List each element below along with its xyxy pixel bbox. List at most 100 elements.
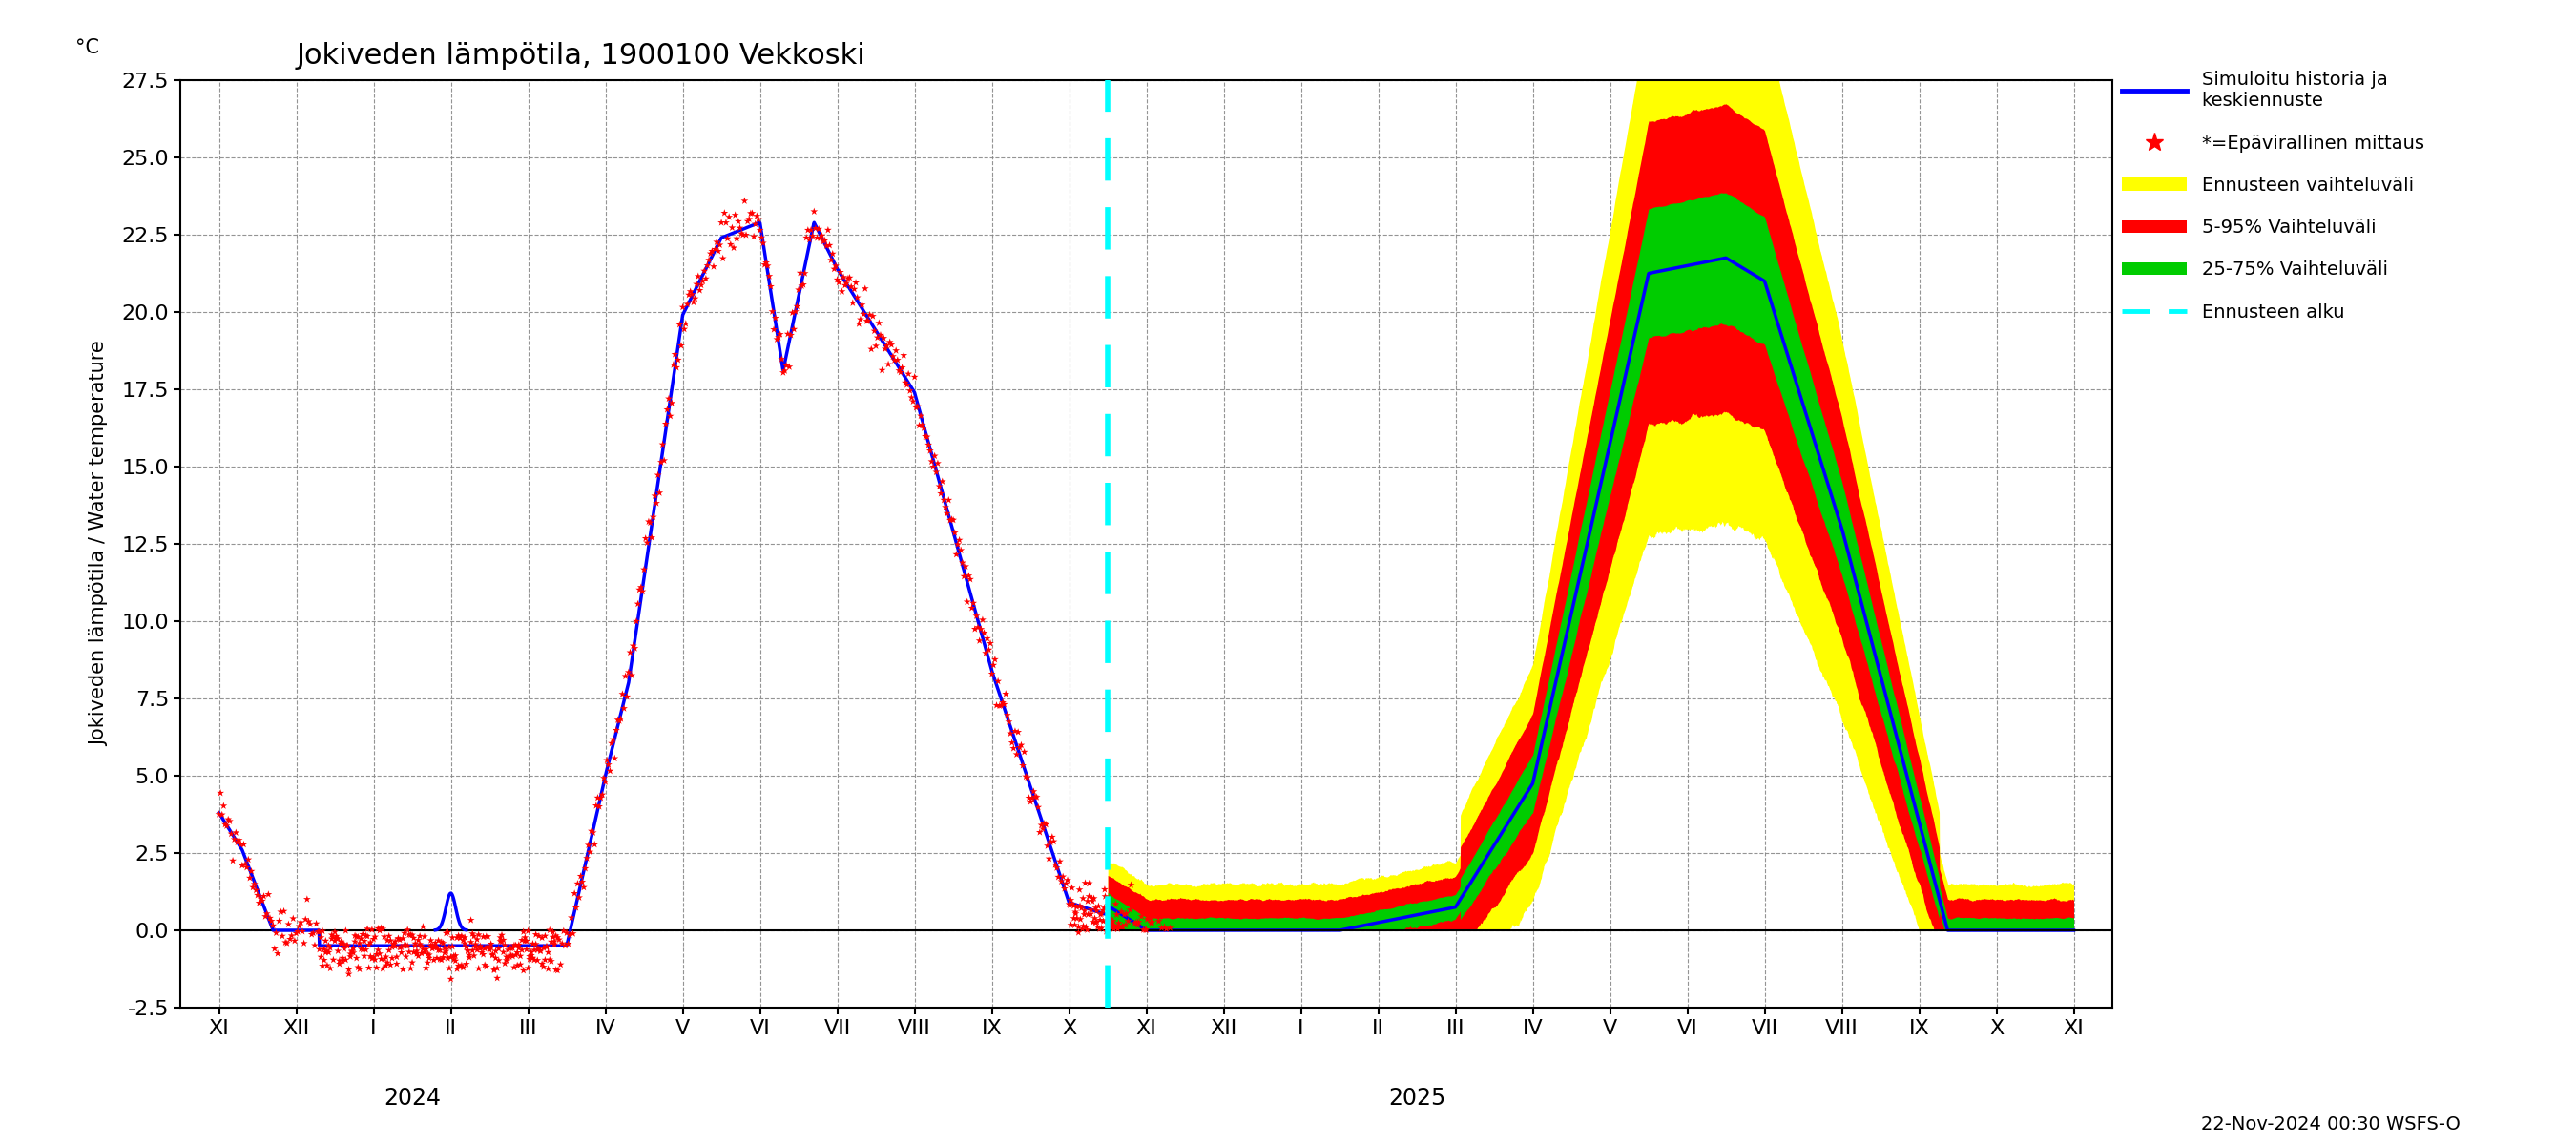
Point bbox=[397, 942, 438, 961]
Point bbox=[1123, 919, 1164, 938]
Point bbox=[590, 761, 631, 780]
Point bbox=[327, 937, 368, 955]
Point bbox=[1048, 895, 1090, 914]
Point bbox=[814, 260, 855, 278]
Point bbox=[505, 932, 546, 950]
Point bbox=[992, 734, 1033, 752]
Point bbox=[1030, 834, 1072, 852]
Point bbox=[466, 927, 507, 946]
Point bbox=[680, 276, 721, 294]
Point bbox=[518, 951, 559, 970]
Point bbox=[466, 957, 507, 976]
Point bbox=[389, 925, 430, 943]
Point bbox=[605, 687, 647, 705]
Point bbox=[608, 663, 649, 681]
Point bbox=[1051, 891, 1092, 909]
Point bbox=[1020, 816, 1061, 835]
Point bbox=[1074, 890, 1115, 908]
Point bbox=[958, 632, 999, 650]
Point bbox=[1110, 901, 1151, 919]
Point bbox=[451, 933, 492, 951]
Point bbox=[250, 911, 291, 930]
Point bbox=[381, 938, 422, 956]
Point bbox=[247, 905, 289, 923]
Point bbox=[404, 943, 446, 962]
Point bbox=[984, 685, 1025, 703]
Point bbox=[446, 955, 487, 973]
Point bbox=[505, 932, 546, 950]
Point bbox=[984, 695, 1025, 713]
Point bbox=[487, 951, 528, 970]
Point bbox=[471, 939, 513, 957]
Point bbox=[636, 466, 677, 484]
Point bbox=[371, 931, 412, 949]
Point bbox=[402, 940, 443, 958]
Point bbox=[1082, 898, 1123, 916]
Text: 2025: 2025 bbox=[1388, 1087, 1445, 1110]
Point bbox=[1066, 918, 1108, 937]
Point bbox=[1059, 923, 1100, 941]
Point bbox=[544, 937, 585, 955]
Point bbox=[495, 937, 536, 955]
Point bbox=[1115, 913, 1157, 931]
Point bbox=[961, 610, 1002, 629]
Point bbox=[930, 511, 971, 529]
Point bbox=[407, 945, 448, 963]
Point bbox=[1087, 909, 1128, 927]
Point bbox=[214, 830, 255, 848]
Point bbox=[281, 914, 322, 932]
Point bbox=[773, 321, 814, 339]
Point bbox=[471, 946, 513, 964]
Point bbox=[997, 722, 1038, 741]
Point bbox=[541, 934, 582, 953]
Point bbox=[626, 534, 667, 552]
Point bbox=[482, 926, 523, 945]
Point bbox=[209, 812, 250, 830]
Point bbox=[835, 281, 876, 299]
Point bbox=[675, 275, 716, 293]
Point bbox=[363, 927, 404, 946]
Point bbox=[425, 939, 466, 957]
Point bbox=[1061, 899, 1103, 917]
Point bbox=[811, 245, 853, 263]
Point bbox=[667, 286, 708, 305]
Point bbox=[1131, 914, 1172, 932]
Point bbox=[319, 955, 361, 973]
Point bbox=[726, 226, 768, 244]
Point bbox=[858, 314, 899, 332]
Legend: Simuloitu historia ja
keskiennuste, *​=Epävirallinen mittaus, Ennusteen vaihtelu: Simuloitu historia ja keskiennuste, *​=E… bbox=[2123, 71, 2424, 322]
Point bbox=[930, 511, 971, 529]
Point bbox=[366, 954, 407, 972]
Point bbox=[379, 931, 420, 949]
Point bbox=[559, 867, 600, 885]
Point bbox=[211, 824, 252, 843]
Point bbox=[1108, 913, 1149, 931]
Point bbox=[1074, 899, 1115, 917]
Point bbox=[760, 325, 801, 344]
Point bbox=[502, 962, 544, 980]
Point bbox=[505, 929, 546, 947]
Point bbox=[564, 878, 605, 897]
Point bbox=[835, 274, 876, 292]
Point bbox=[1030, 828, 1072, 846]
Point bbox=[536, 929, 577, 947]
Point bbox=[659, 315, 701, 333]
Point bbox=[376, 948, 417, 966]
Point bbox=[224, 835, 265, 853]
Point bbox=[891, 388, 933, 406]
Point bbox=[474, 960, 515, 978]
Point bbox=[518, 941, 559, 960]
Point bbox=[520, 942, 562, 961]
Point bbox=[1066, 892, 1108, 910]
Point bbox=[873, 352, 914, 370]
Point bbox=[1007, 768, 1048, 787]
Point bbox=[513, 941, 554, 960]
Point bbox=[987, 706, 1028, 725]
Point bbox=[1084, 923, 1126, 941]
Point bbox=[317, 930, 358, 948]
Point bbox=[319, 951, 361, 970]
Point bbox=[1061, 916, 1103, 934]
Point bbox=[286, 910, 327, 929]
Point bbox=[307, 942, 348, 961]
Point bbox=[564, 859, 605, 877]
